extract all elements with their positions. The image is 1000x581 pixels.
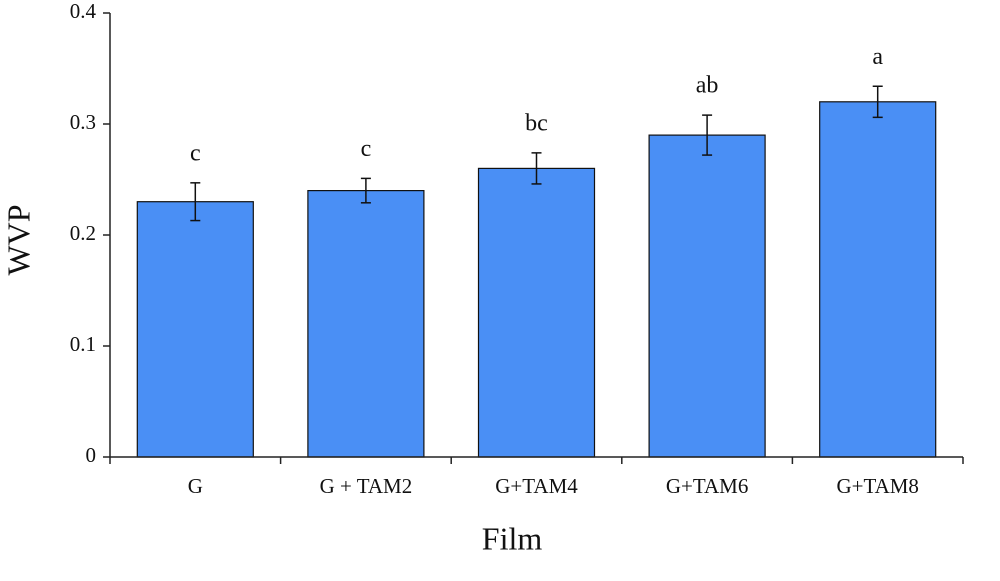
error-bar [360,177,371,204]
y-tick-label: 0.4 [70,0,97,23]
y-tick-label: 0.3 [70,110,96,134]
significance-letter: bc [525,110,548,136]
x-tick-label: G [188,474,203,498]
x-tick-label: G+TAM8 [836,474,919,498]
bar [477,167,596,458]
x-tick-label: G+TAM4 [495,474,578,498]
y-tick-label: 0.1 [70,332,96,356]
bar [819,101,937,458]
error-bar [531,152,542,185]
x-axis-title: Film [482,520,543,556]
y-tick-label: 0.2 [70,221,96,245]
error-bar [190,182,201,222]
error-bar [872,85,883,119]
bar [136,201,254,458]
y-axis-title: WVP [0,204,36,275]
significance-letter: c [190,140,201,166]
bar [307,190,425,458]
error-bar [702,114,713,156]
bar [648,134,766,458]
significance-letter: c [361,136,372,162]
significance-letter: ab [696,73,719,99]
y-tick-label: 0 [86,443,97,467]
x-tick-label: G + TAM2 [320,474,413,498]
significance-letter: a [872,44,883,70]
x-tick-label: G+TAM6 [666,474,749,498]
